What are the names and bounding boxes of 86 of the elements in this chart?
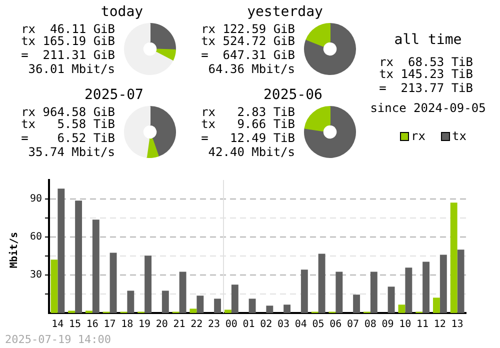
bar	[50, 260, 58, 313]
bar	[214, 298, 222, 313]
bar	[398, 304, 406, 313]
text: tx 5.58 TiB	[20, 117, 115, 131]
bar	[162, 290, 169, 313]
bar	[127, 290, 134, 313]
x-tick-label: 09	[382, 319, 394, 330]
text: tx 165.19 GiB	[20, 34, 115, 48]
x-tick-label: 04	[294, 319, 307, 330]
text: rx 122.59 GiB	[200, 22, 295, 36]
text: = 213.77 TiB	[378, 81, 473, 95]
x-tick-label: 13	[451, 319, 464, 330]
bar	[231, 284, 238, 313]
x-tick-label: 11	[416, 319, 429, 330]
chart-title: today	[100, 4, 144, 20]
bar	[144, 256, 152, 313]
x-tick-label: 03	[278, 319, 290, 330]
text: tx 9.66 TiB	[200, 117, 295, 131]
bar	[266, 306, 274, 313]
bar	[457, 250, 464, 313]
x-tick-label: 12	[434, 319, 446, 330]
bar	[300, 270, 308, 313]
x-tick-label: 15	[69, 319, 82, 330]
text: = 6.52 TiB	[20, 131, 115, 145]
bar	[353, 294, 360, 313]
bar	[318, 254, 326, 313]
x-tick-label: 17	[104, 319, 116, 330]
chart-title: yesterday	[246, 4, 324, 20]
legend-label: tx	[452, 129, 466, 143]
text: = 211.31 GiB	[20, 48, 115, 62]
bar	[110, 252, 117, 313]
y-axis-title: Mbit/s	[8, 230, 21, 270]
x-tick-label: 22	[190, 319, 203, 330]
bar	[224, 310, 232, 313]
text: rx 964.58 GiB	[20, 105, 115, 119]
bar	[58, 188, 65, 313]
bar	[370, 272, 378, 313]
text: rx 68.53 TiB	[378, 55, 473, 69]
bar	[422, 262, 430, 313]
text: 35.74 Mbit/s	[27, 145, 115, 159]
text: all time	[393, 32, 463, 48]
text: 2025-07-19 14:00	[5, 333, 111, 347]
bar	[336, 272, 343, 313]
bar	[405, 268, 412, 313]
y-tick-label: 60	[30, 232, 42, 243]
x-tick-label: 10	[399, 319, 412, 330]
chart-title: 2025-06	[262, 87, 324, 103]
bar	[248, 298, 256, 313]
bar	[75, 200, 82, 313]
text: 42.40 Mbit/s	[207, 145, 295, 159]
text: 64.36 Mbit/s	[207, 62, 295, 76]
x-tick-label: 19	[138, 319, 151, 330]
x-tick-label: 23	[208, 319, 220, 330]
text: tx 145.23 TiB	[378, 67, 473, 81]
chart-title: 2025-07	[83, 87, 144, 103]
x-tick-label: 16	[86, 319, 98, 330]
bar	[190, 308, 197, 313]
x-tick-label: 00	[225, 319, 238, 330]
bar	[440, 254, 447, 313]
bar	[450, 202, 458, 313]
x-tick-label: 05	[312, 319, 324, 330]
bar	[196, 296, 204, 313]
text: = 12.49 TiB	[200, 131, 295, 145]
bar	[432, 298, 440, 313]
text: 36.01 Mbit/s	[27, 62, 115, 76]
x-tick-label: 02	[260, 319, 272, 330]
legend-label: rx	[411, 129, 426, 143]
x-tick-label: 01	[242, 319, 255, 330]
text: tx 524.72 GiB	[200, 34, 295, 48]
x-tick-label: 18	[121, 319, 134, 330]
text: rx 2.83 TiB	[200, 105, 295, 119]
text: rx 46.11 GiB	[20, 22, 115, 36]
x-tick-label: 06	[330, 319, 342, 330]
bar	[284, 304, 291, 313]
x-tick-label: 08	[364, 319, 376, 330]
bar	[388, 286, 395, 313]
x-tick-label: 21	[173, 319, 186, 330]
y-tick-label: 90	[30, 194, 42, 205]
x-tick-label: 14	[52, 319, 64, 330]
bar	[92, 220, 100, 313]
x-tick-label: 07	[347, 319, 360, 330]
x-tick-label: 20	[156, 319, 168, 330]
y-tick-label: 30	[30, 270, 42, 281]
text: = 647.31 GiB	[200, 48, 295, 62]
bar	[179, 272, 186, 313]
text: since 2024-09-05	[369, 101, 487, 115]
